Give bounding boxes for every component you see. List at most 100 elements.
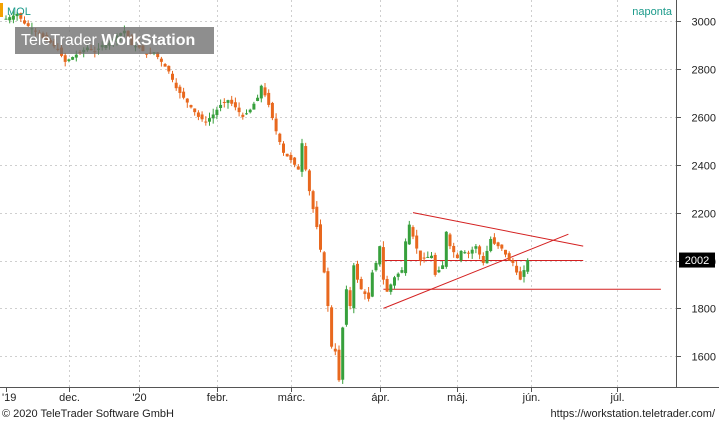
candle-body [200,114,204,120]
candle-body [63,55,67,62]
candle-body [496,242,500,247]
candle-body [448,234,452,247]
x-tick-label: jún. [522,392,541,404]
candle-body [248,109,252,113]
y-tick-label: 1600 [692,352,716,364]
candle-body [359,279,363,290]
candle-body [444,231,448,267]
candle-body [500,244,504,249]
last-value-box [679,252,715,268]
candle-body [178,86,182,93]
candle-body [437,270,441,273]
candle-body [452,245,456,253]
candle-body [470,249,474,254]
candle-body [467,252,470,254]
candle-body [518,271,522,280]
candle-body [241,114,245,117]
candle-body [226,100,230,103]
candle-body [270,102,274,119]
last-value-text: 2002 [685,255,709,267]
y-tick-label: 1800 [692,304,716,316]
candle-body [245,113,248,115]
candle-body [374,262,378,271]
candle-body [522,270,526,277]
candle-body [333,348,337,352]
x-tick-label: júl. [609,392,624,404]
candle-body [256,97,260,101]
candle-body [348,290,352,307]
candle-body [481,256,485,263]
candle-body [463,252,467,254]
plot-area[interactable] [0,0,676,387]
x-tick-label: dec. [59,392,80,404]
candle-body [274,118,278,132]
candle-body [167,65,171,72]
candle-body [8,17,12,21]
candle-body [156,52,160,58]
candle-body [396,273,400,277]
candle-body [478,246,482,255]
candle-body [418,250,422,261]
candle-body [237,107,241,113]
candle-body [422,257,426,259]
y-tick-label: 3000 [692,17,716,29]
candle-body [174,82,178,89]
last-value-badge: 2002 [679,252,715,268]
candle-body [282,143,285,153]
candle-body [163,64,167,67]
candle-body [393,277,396,286]
symbol-label[interactable]: MOL [7,6,31,18]
copyright-text: © 2020 TeleTrader Software GmbH [2,408,174,420]
candle-body [71,57,75,60]
candle-body [315,206,319,228]
candle-body [300,143,304,172]
candle-body [285,153,289,157]
candle-body [507,253,511,261]
footer-url[interactable]: https://workstation.teletrader.com/ [550,408,715,420]
candle-body [74,54,78,58]
period-label[interactable]: naponta [632,6,673,18]
candle-body [319,224,322,250]
candle-body [26,23,30,26]
candle-body [352,265,356,309]
watermark-brand: TeleTrader [21,32,97,49]
watermark-logo: TeleTrader WorkStation [15,27,214,54]
candle-body [219,104,223,108]
candle-body [322,252,326,273]
candle-body [407,224,411,245]
candle-body [504,249,507,255]
x-tick-label: febr. [207,392,228,404]
candle-body [474,246,478,249]
symbol-marker [0,3,3,17]
y-tick-label: 2600 [692,113,716,125]
candle-body [526,260,530,272]
candle-body [211,114,215,119]
y-axis: 16001800200022002400260028003000 [676,17,716,364]
candle-body [330,307,334,347]
candle-body [252,103,256,110]
candle-body [182,91,186,98]
candle-body [215,109,219,116]
candle-body [341,327,345,380]
candle-body [11,15,15,20]
candle-body [492,237,496,244]
trendline [412,212,584,247]
candle-body [145,53,149,55]
y-tick-label: 2400 [692,161,716,173]
candle-body [267,92,271,105]
candle-body [15,13,19,17]
trendline [383,233,569,309]
candle-body [296,166,300,170]
candle-body [307,170,311,192]
candle-body [511,260,515,263]
candle-body [459,250,463,261]
candle-body [367,292,371,299]
candle-body [385,278,389,292]
candle-body [344,289,348,325]
x-tick-label: '20 [132,392,146,404]
candle-body [311,191,315,210]
candle-body [67,59,71,61]
candle-body [411,227,415,237]
candle-body [189,105,193,108]
